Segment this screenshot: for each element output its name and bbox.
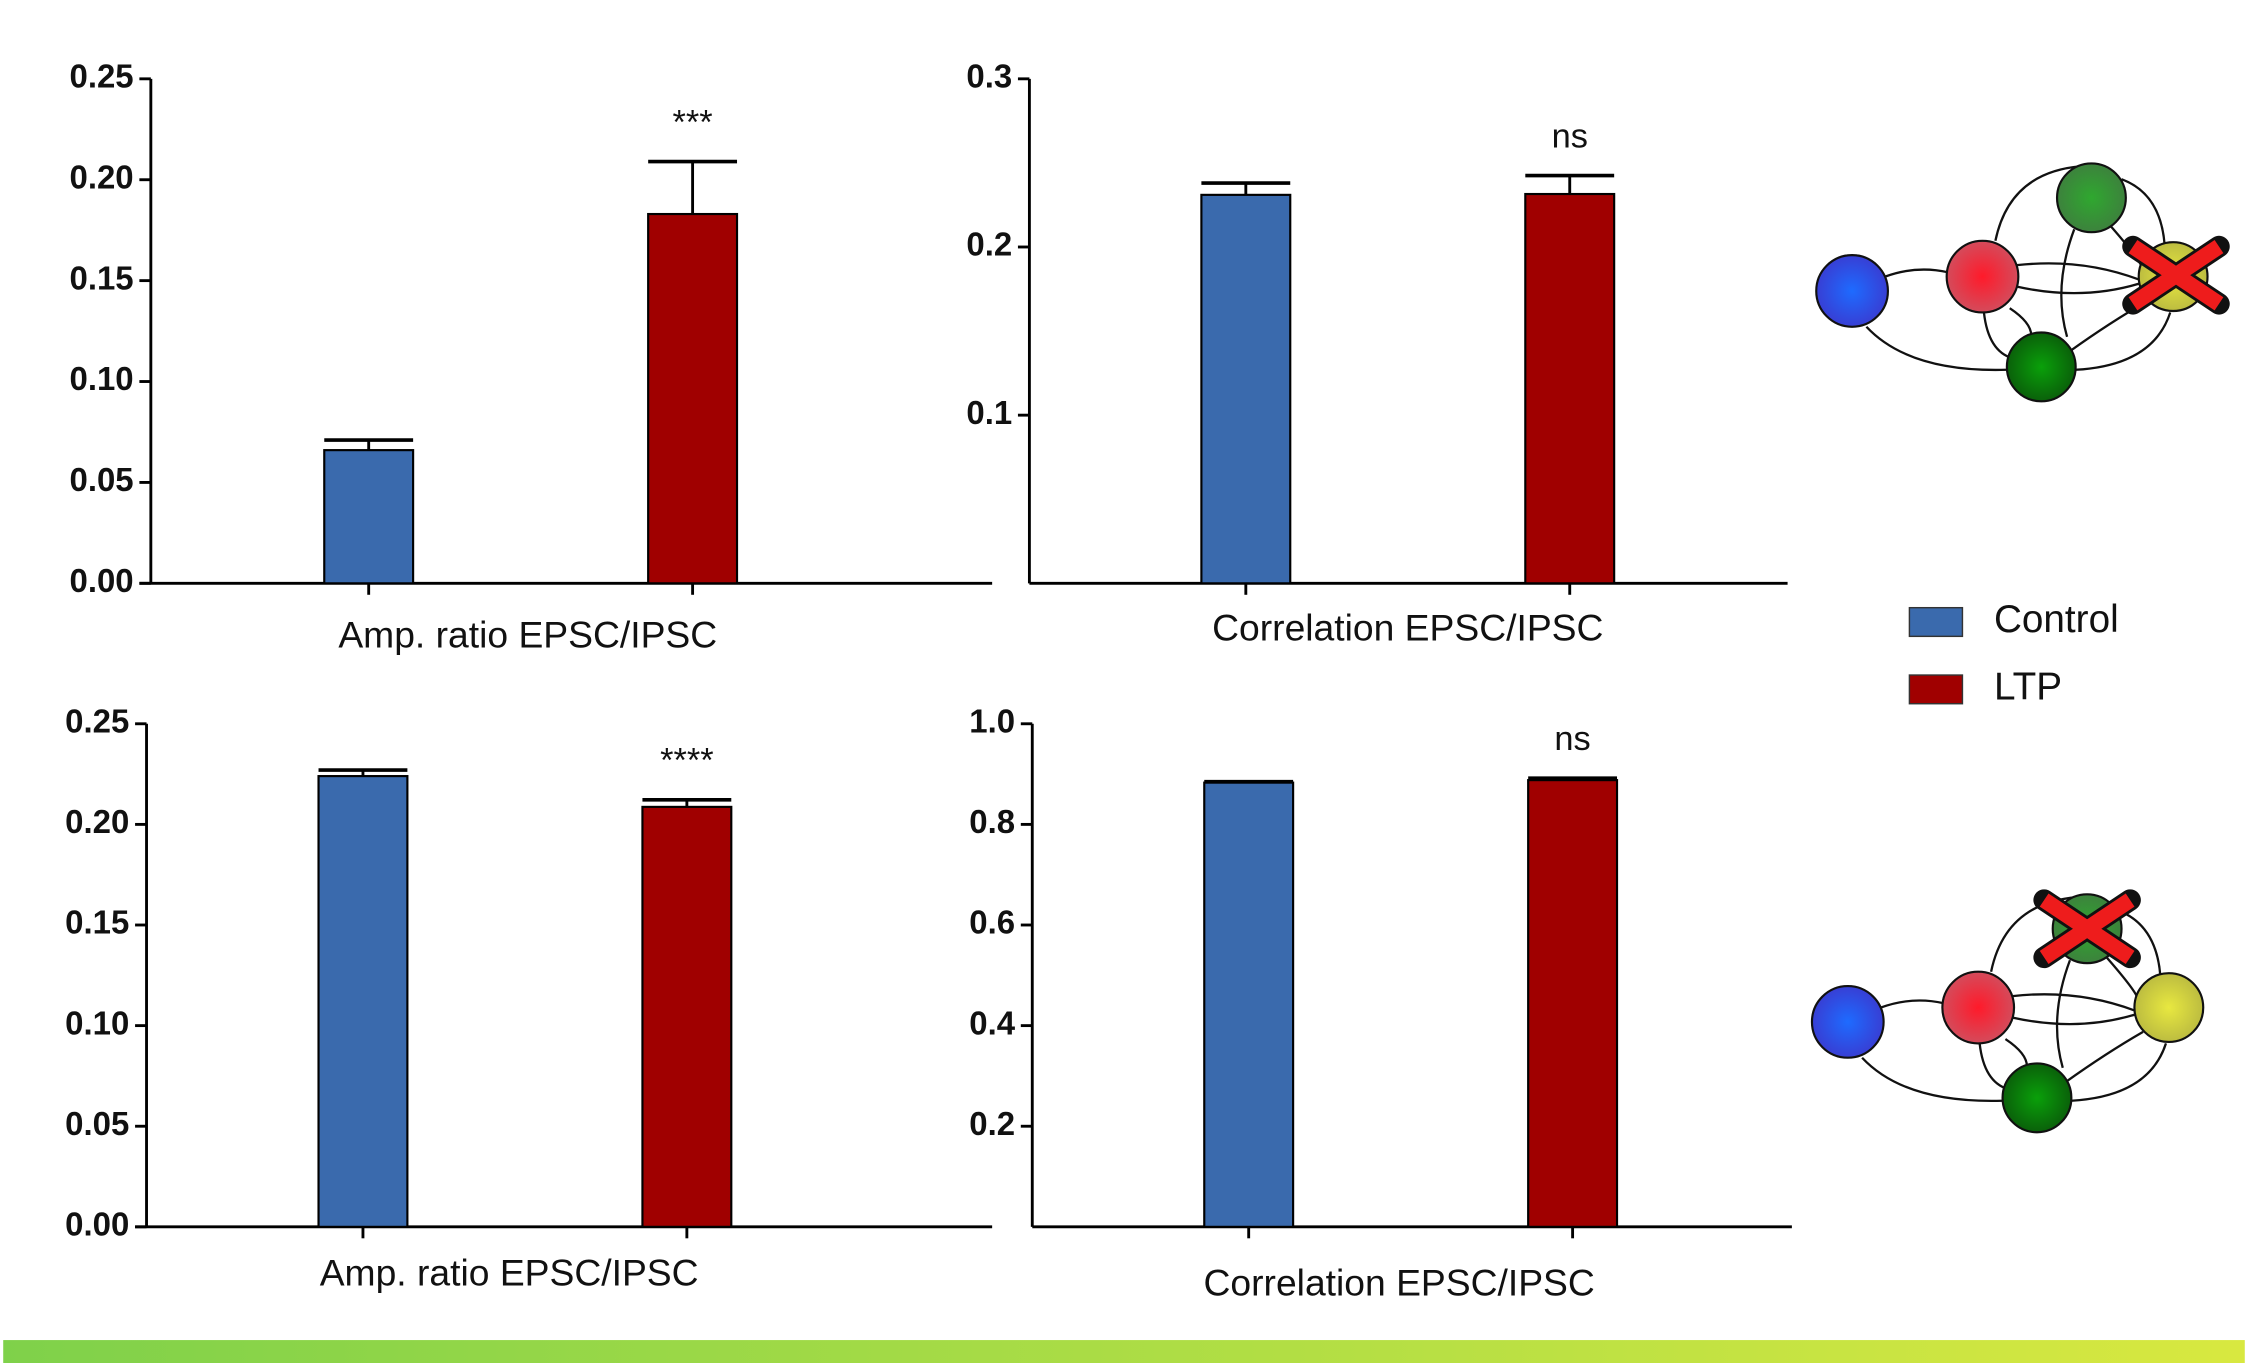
legend-label: LTP [1994, 666, 2062, 709]
legend-swatch [1909, 675, 1962, 704]
y-tick-label: 0.00 [65, 1206, 129, 1243]
y-tick-label: 1.0 [969, 702, 1015, 739]
x-axis-label: Amp. ratio EPSC/IPSC [320, 1251, 699, 1293]
significance-label: **** [660, 742, 714, 780]
bar [1204, 783, 1293, 1227]
y-tick-label: 0.4 [969, 1004, 1015, 1041]
network-diagram [1816, 163, 2219, 401]
y-tick-label: 0.10 [69, 360, 133, 397]
y-tick-label: 0.8 [969, 803, 1015, 840]
significance-label: ns [1552, 117, 1588, 155]
significance-label: *** [673, 103, 713, 141]
x-axis-label: Correlation EPSC/IPSC [1204, 1261, 1595, 1303]
y-tick-label: 0.20 [65, 803, 129, 840]
legend-swatch [1909, 608, 1962, 637]
legend-label: Control [1994, 598, 2119, 641]
y-tick-label: 0.2 [969, 1105, 1015, 1142]
footer-band [3, 1340, 2245, 1363]
bar [319, 776, 408, 1227]
y-tick-label: 0.1 [966, 394, 1012, 431]
bar [648, 214, 737, 583]
y-tick-label: 0.25 [65, 702, 129, 739]
bar [1201, 195, 1290, 583]
bar [1525, 194, 1614, 583]
y-tick-label: 0.15 [65, 904, 129, 941]
bar [642, 807, 731, 1227]
x-axis-label: Amp. ratio EPSC/IPSC [338, 614, 717, 656]
y-tick-label: 0.05 [65, 1105, 129, 1142]
figure: 0.00 0.05 0.10 0.15 0.20 0.25 Amp. ratio EPSC/… [0, 0, 2248, 1363]
y-tick-label: 0.00 [69, 562, 133, 599]
network-diagram [1812, 894, 2203, 1132]
y-tick-label: 0.25 [69, 58, 133, 95]
y-tick-label: 0.15 [69, 259, 133, 296]
bar [1528, 780, 1617, 1227]
y-tick-label: 0.05 [69, 461, 133, 498]
y-tick-label: 0.6 [969, 904, 1015, 941]
significance-label: ns [1554, 720, 1590, 758]
x-axis-label: Correlation EPSC/IPSC [1212, 606, 1603, 648]
bar [324, 450, 413, 583]
y-tick-label: 0.10 [65, 1004, 129, 1041]
y-tick-label: 0.2 [966, 226, 1012, 263]
y-tick-label: 0.3 [966, 58, 1012, 95]
y-tick-label: 0.20 [69, 158, 133, 195]
page: {"chart_data": [ {"type": "bar", "xlabel… [0, 0, 2248, 1363]
